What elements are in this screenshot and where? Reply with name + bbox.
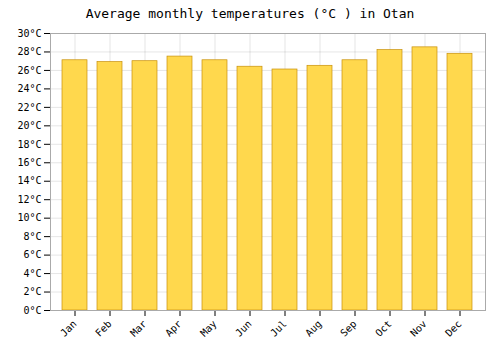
- svg-text:Mar: Mar: [128, 318, 149, 339]
- svg-text:Oct: Oct: [373, 318, 394, 339]
- svg-text:Jul: Jul: [268, 318, 289, 339]
- svg-text:May: May: [198, 318, 219, 339]
- svg-text:8°C: 8°C: [23, 231, 41, 242]
- svg-text:2°C: 2°C: [23, 286, 41, 297]
- svg-text:Apr: Apr: [163, 318, 184, 339]
- svg-text:26°C: 26°C: [17, 65, 41, 76]
- svg-text:14°C: 14°C: [17, 175, 41, 186]
- html-text:Average monthly temperatures (: Average monthly temperatures (°C ) in Ot…: [85, 6, 415, 21]
- svg-text:30°C: 30°C: [17, 28, 41, 39]
- svg-text:Dec: Dec: [443, 318, 464, 339]
- svg-text:22°C: 22°C: [17, 102, 41, 113]
- svg-text:6°C: 6°C: [23, 249, 41, 260]
- svg-text:10°C: 10°C: [17, 212, 41, 223]
- svg-text:16°C: 16°C: [17, 157, 41, 168]
- svg-text:Jan: Jan: [58, 318, 79, 339]
- svg-text:Sep: Sep: [338, 318, 359, 339]
- svg-text:28°C: 28°C: [17, 46, 41, 57]
- svg-text:18°C: 18°C: [17, 139, 41, 150]
- svg-text:4°C: 4°C: [23, 268, 41, 279]
- svg-text:Feb: Feb: [93, 318, 114, 339]
- svg-text:Nov: Nov: [408, 318, 429, 339]
- svg-text:Jun: Jun: [233, 318, 254, 339]
- svg-text:24°C: 24°C: [17, 83, 41, 94]
- svg-text:Aug: Aug: [303, 318, 324, 339]
- svg-text:12°C: 12°C: [17, 194, 41, 205]
- svg-text:20°C: 20°C: [17, 120, 41, 131]
- svg-text:0°C: 0°C: [23, 305, 41, 316]
